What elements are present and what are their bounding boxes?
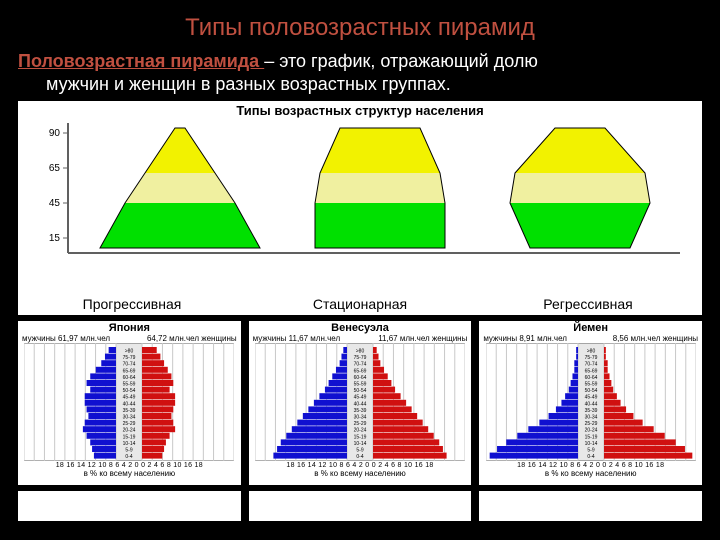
svg-text:45-49: 45-49 [584,395,597,401]
svg-text:45-49: 45-49 [123,395,136,401]
blank-cell [479,491,702,521]
svg-text:35-39: 35-39 [354,408,367,414]
svg-text:65: 65 [49,163,61,174]
svg-text:45-49: 45-49 [354,395,367,401]
svg-text:25-29: 25-29 [123,421,136,427]
svg-text:15-19: 15-19 [123,434,136,440]
type-label-regressive: Регрессивная [474,296,702,312]
svg-text:>80: >80 [125,349,134,355]
svg-text:30-34: 30-34 [123,415,136,421]
gender-labels: мужчины 8,91 млн.чел 8,56 млн.чел женщины [479,334,702,343]
type-labels-row: Прогрессивная Стационарная Регрессивная [18,293,702,315]
svg-text:75-79: 75-79 [584,355,597,361]
svg-text:10-14: 10-14 [354,441,367,447]
svg-text:25-29: 25-29 [354,421,367,427]
svg-text:55-59: 55-59 [584,382,597,388]
svg-text:75-79: 75-79 [123,355,136,361]
female-count: 64,72 млн.чел женщины [147,334,237,343]
svg-text:>80: >80 [586,349,595,355]
svg-text:65-69: 65-69 [354,368,367,374]
x-label: в % ко всему населению [249,469,472,478]
svg-text:20-24: 20-24 [354,428,367,434]
structure-types-panel: Типы возрастных структур населения 90 65 4… [18,101,702,293]
blank-cell [249,491,472,521]
country-name: Япония [18,321,241,334]
x-ticks: 18 16 14 12 10 8 6 4 2 0 0 2 4 6 8 10 16… [18,461,241,469]
x-ticks: 18 16 14 12 10 8 6 4 2 0 0 2 4 6 8 10 16… [249,461,472,469]
country-name: Венесуэла [249,321,472,334]
female-count: 8,56 млн.чел женщины [613,334,698,343]
svg-text:50-54: 50-54 [354,388,367,394]
svg-text:30-34: 30-34 [584,415,597,421]
country-name: Йемен [479,321,702,334]
structure-types-title: Типы возрастных структур населения [18,101,702,118]
definition-text2: мужчин и женщин в разных возрастных груп… [18,73,690,96]
svg-text:50-54: 50-54 [584,388,597,394]
svg-text:65-69: 65-69 [123,368,136,374]
slide: Типы половозрастных пирамид Половозрастн… [0,0,720,540]
structure-types-chart: 90 65 45 15 [30,118,690,268]
pyramid-chart: >8075-7970-7465-6960-6455-5950-5445-4940… [255,343,465,461]
svg-text:35-39: 35-39 [584,408,597,414]
x-label: в % ко всему населению [479,469,702,478]
svg-text:60-64: 60-64 [354,375,367,381]
male-count: мужчины 11,67 млн.чел [253,334,340,343]
x-ticks: 18 16 14 12 10 8 6 4 2 0 0 2 4 6 8 10 16… [479,461,702,469]
definition: Половозрастная пирамида – это график, от… [0,42,720,101]
svg-text:55-59: 55-59 [354,382,367,388]
pyramid-1: Венесуэла мужчины 11,67 млн.чел 11,67 млн… [249,321,472,485]
svg-text:45: 45 [49,198,61,209]
type-label-progressive: Прогрессивная [18,296,246,312]
definition-term: Половозрастная пирамида [18,51,264,71]
svg-text:35-39: 35-39 [123,408,136,414]
svg-text:10-14: 10-14 [123,441,136,447]
svg-text:>80: >80 [356,349,365,355]
svg-text:15-19: 15-19 [354,434,367,440]
male-count: мужчины 8,91 млн.чел [483,334,567,343]
male-count: мужчины 61,97 млн.чел [22,334,110,343]
svg-text:25-29: 25-29 [584,421,597,427]
svg-text:5-9: 5-9 [587,448,594,454]
pyramid-chart: >8075-7970-7465-6960-6455-5950-5445-4940… [24,343,234,461]
svg-text:40-44: 40-44 [123,401,136,407]
svg-text:20-24: 20-24 [123,428,136,434]
svg-text:60-64: 60-64 [123,375,136,381]
definition-text1: – это график, отражающий долю [264,51,538,71]
svg-text:55-59: 55-59 [123,382,136,388]
pyramid-2: Йемен мужчины 8,91 млн.чел 8,56 млн.чел ж… [479,321,702,485]
blank-row [18,491,702,521]
svg-text:70-74: 70-74 [123,362,136,368]
slide-title: Типы половозрастных пирамид [0,0,720,42]
svg-text:50-54: 50-54 [123,388,136,394]
blank-cell [18,491,241,521]
svg-text:15: 15 [49,233,61,244]
svg-text:30-34: 30-34 [354,415,367,421]
svg-text:0-4: 0-4 [356,454,363,460]
svg-text:70-74: 70-74 [584,362,597,368]
gender-labels: мужчины 11,67 млн.чел 11,67 млн.чел женщи… [249,334,472,343]
svg-text:15-19: 15-19 [584,434,597,440]
svg-text:40-44: 40-44 [584,401,597,407]
x-label: в % ко всему населению [18,469,241,478]
type-label-stationary: Стационарная [246,296,474,312]
svg-text:10-14: 10-14 [584,441,597,447]
svg-text:5-9: 5-9 [126,448,133,454]
svg-text:0-4: 0-4 [126,454,133,460]
gender-labels: мужчины 61,97 млн.чел 64,72 млн.чел женщи… [18,334,241,343]
svg-text:5-9: 5-9 [356,448,363,454]
svg-text:75-79: 75-79 [354,355,367,361]
svg-text:0-4: 0-4 [587,454,594,460]
svg-text:20-24: 20-24 [584,428,597,434]
pyramids-row: Япония мужчины 61,97 млн.чел 64,72 млн.че… [18,321,702,485]
svg-text:90: 90 [49,128,61,139]
svg-text:60-64: 60-64 [584,375,597,381]
svg-text:40-44: 40-44 [354,401,367,407]
pyramid-chart: >8075-7970-7465-6960-6455-5950-5445-4940… [486,343,696,461]
svg-text:70-74: 70-74 [354,362,367,368]
svg-text:65-69: 65-69 [584,368,597,374]
female-count: 11,67 млн.чел женщины [378,334,467,343]
pyramid-0: Япония мужчины 61,97 млн.чел 64,72 млн.че… [18,321,241,485]
